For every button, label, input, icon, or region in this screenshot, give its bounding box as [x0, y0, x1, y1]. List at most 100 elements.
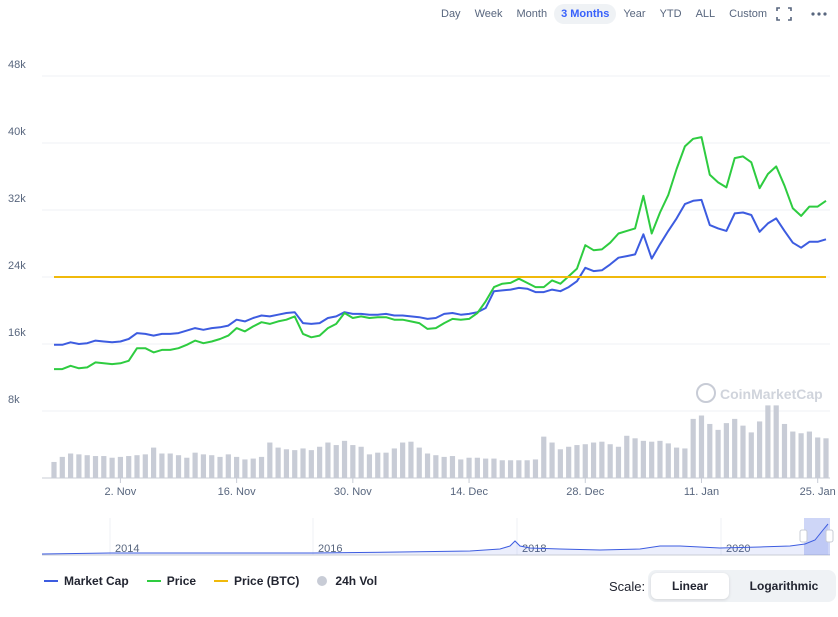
market-cap-line	[54, 198, 827, 346]
volume-bar	[92, 456, 99, 478]
scale-label: Scale:	[609, 579, 646, 594]
volume-bar	[267, 442, 273, 478]
range-button-day[interactable]: Day	[441, 8, 461, 20]
more-icon[interactable]	[808, 4, 830, 24]
volume-bar	[59, 456, 65, 478]
volume-bar	[408, 441, 414, 478]
volume-bars	[51, 405, 829, 478]
navigator-right-handle[interactable]	[825, 529, 834, 543]
volume-bar	[458, 459, 464, 478]
x-axis: 2. Nov 16. Nov 30. Nov 14. Dec 28. Dec 11. Ja…	[105, 478, 836, 498]
legend-swatch	[44, 580, 58, 582]
volume-bar	[773, 405, 779, 478]
x-tick-label: 2. Nov	[105, 486, 137, 498]
range-button-year[interactable]: Year	[623, 8, 646, 20]
x-tick-label: 11. Jan	[684, 486, 719, 498]
volume-bar	[341, 440, 348, 478]
volume-bar	[649, 441, 655, 478]
volume-bar	[673, 447, 680, 478]
volume-bar	[740, 425, 746, 478]
volume-bar	[126, 456, 132, 478]
volume-bar	[640, 440, 646, 478]
volume-bar	[250, 458, 256, 478]
volume-bar	[317, 446, 323, 478]
price-line	[54, 136, 827, 371]
volume-bar	[574, 445, 580, 478]
y-tick-label: 16k	[8, 327, 26, 339]
volume-bar	[283, 449, 290, 478]
volume-bar	[474, 457, 480, 478]
navigator-background	[42, 518, 830, 555]
range-button-3-months[interactable]: 3 Months	[554, 4, 617, 24]
range-button-all[interactable]: ALL	[695, 8, 716, 20]
y-tick-label: 32k	[8, 193, 26, 205]
volume-bar	[582, 444, 588, 478]
scale-toggle: Linear Logarithmic	[648, 570, 836, 602]
legend-item-market-cap[interactable]: Market Cap	[44, 574, 129, 588]
coinmarketcap-logo-icon	[696, 383, 716, 403]
scale-linear-button[interactable]: Linear	[651, 573, 729, 599]
legend-label: Price (BTC)	[234, 574, 300, 588]
y-tick-label: 24k	[8, 260, 26, 272]
volume-bar	[242, 459, 248, 478]
volume-bar	[366, 454, 373, 478]
volume-bar	[590, 442, 597, 478]
legend-item-price[interactable]: Price	[146, 574, 196, 588]
volume-bar	[350, 445, 356, 478]
x-tick-label: 28. Dec	[566, 486, 604, 498]
volume-bar	[375, 452, 381, 478]
volume-bar	[532, 459, 539, 478]
navigator-tick-label: 2020	[726, 543, 750, 555]
legend-swatch	[317, 576, 328, 586]
volume-bar	[416, 447, 422, 478]
legend-item-24h-vol[interactable]: 24h Vol	[317, 574, 377, 588]
volume-bar	[109, 457, 115, 478]
volume-bar	[358, 446, 364, 478]
volume-bar	[466, 457, 472, 478]
volume-bar	[698, 415, 705, 478]
volume-bar	[723, 423, 729, 478]
volume-bar	[665, 443, 671, 478]
volume-bar	[507, 460, 514, 478]
range-button-week[interactable]: Week	[474, 8, 503, 20]
volume-bar	[823, 438, 829, 478]
watermark-text: CoinMarketCap	[720, 386, 823, 402]
volume-bar	[707, 423, 713, 478]
volume-bar	[449, 456, 456, 478]
navigator-tick-label: 2014	[115, 543, 139, 555]
volume-bar	[483, 458, 489, 478]
volume-bar	[599, 441, 605, 478]
range-navigator[interactable]: 2014 2016 2018 2020	[41, 518, 834, 556]
volume-bar	[117, 456, 124, 478]
legend-swatch	[214, 580, 229, 582]
fullscreen-icon[interactable]	[773, 4, 795, 24]
volume-bar	[217, 456, 223, 478]
volume-bar	[433, 455, 439, 478]
volume-bar	[400, 442, 406, 478]
volume-bar	[607, 444, 613, 478]
volume-bar	[258, 456, 265, 478]
scale-logarithmic-button[interactable]: Logarithmic	[749, 579, 819, 593]
volume-bar	[300, 448, 306, 478]
volume-bar	[142, 454, 148, 478]
x-tick-label: 14. Dec	[450, 486, 488, 498]
volume-bar	[192, 452, 198, 478]
volume-bar	[541, 436, 547, 478]
volume-bar	[632, 438, 638, 478]
legend-label: 24h Vol	[335, 574, 378, 588]
volume-bar	[200, 454, 207, 478]
volume-bar	[333, 445, 339, 478]
volume-bar	[748, 432, 754, 478]
volume-bar	[209, 455, 215, 478]
range-button-ytd[interactable]: YTD	[659, 8, 682, 20]
range-button-custom[interactable]: Custom	[729, 8, 768, 20]
y-tick-label: 40k	[8, 126, 26, 138]
navigator-left-handle[interactable]	[799, 529, 808, 543]
volume-bar	[682, 448, 688, 478]
legend-item-price-btc[interactable]: Price (BTC)	[214, 574, 299, 588]
range-button-month[interactable]: Month	[516, 8, 548, 20]
volume-bar	[715, 429, 721, 478]
y-tick-label: 48k	[8, 59, 26, 71]
volume-bar	[441, 456, 447, 478]
